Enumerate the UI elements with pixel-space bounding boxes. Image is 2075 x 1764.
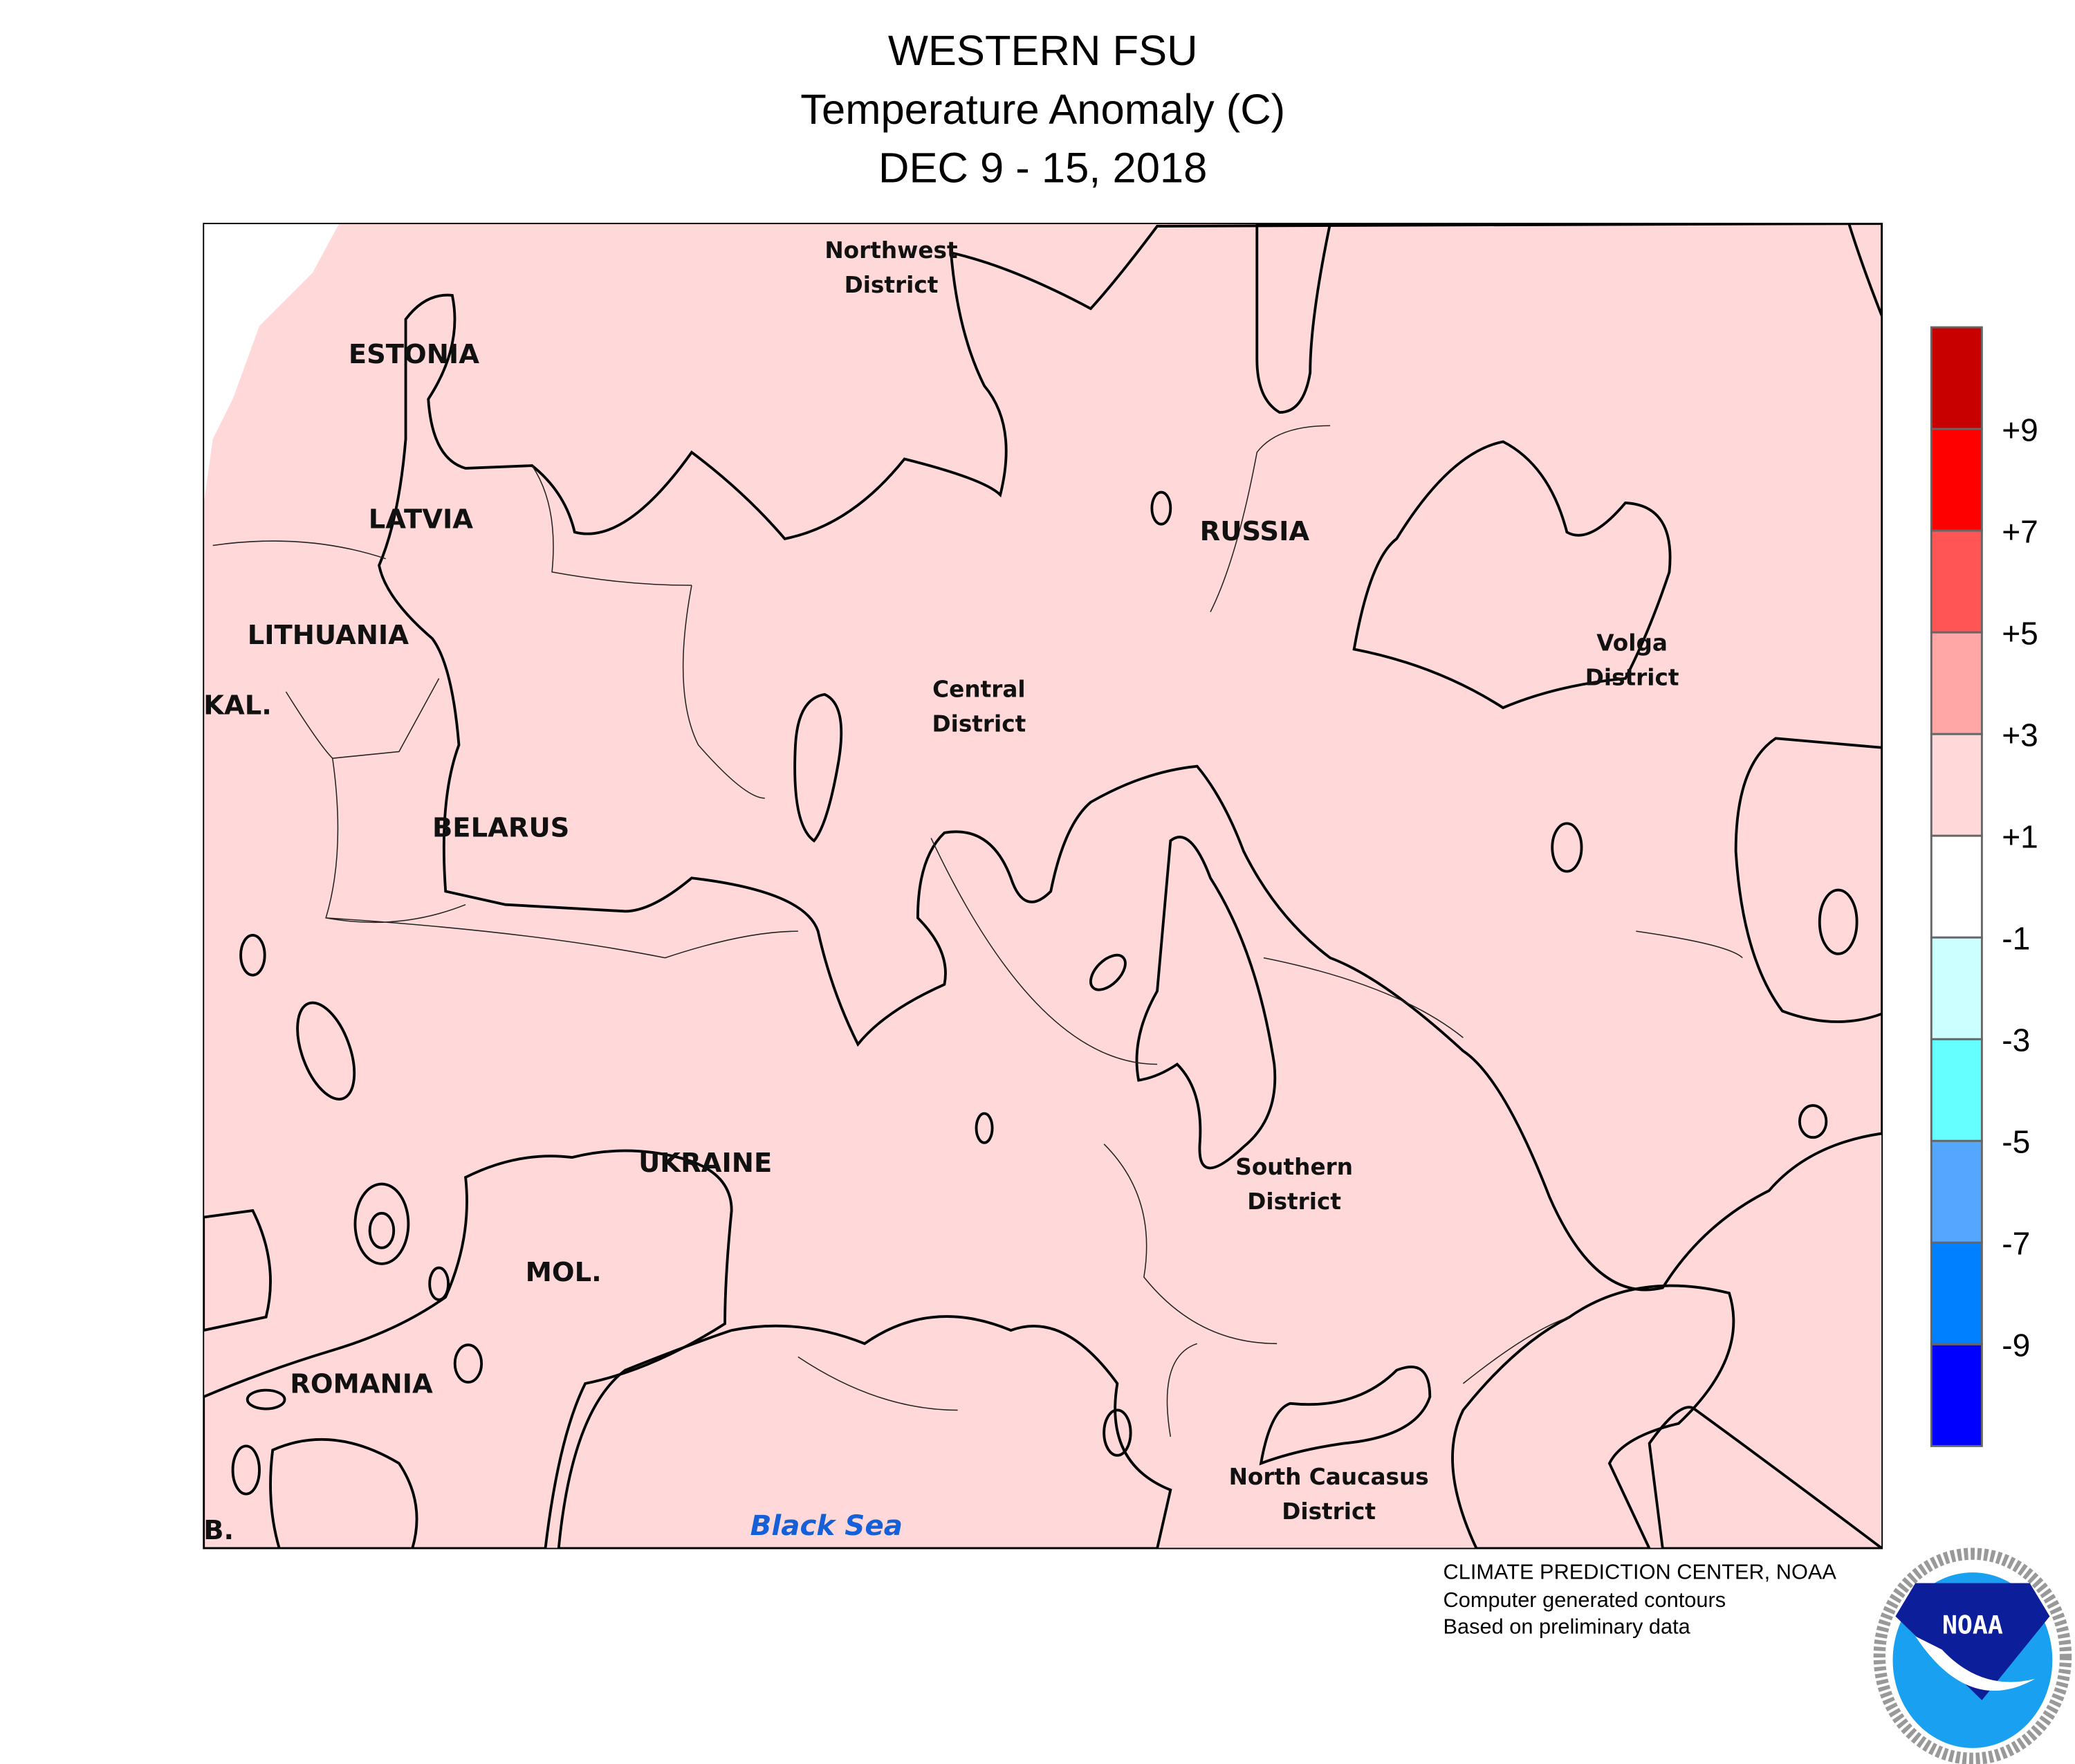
north-light-region [1255, 223, 1332, 414]
title-line-1: WESTERN FSU [888, 27, 1198, 75]
baltic-sea [203, 223, 340, 506]
contour-ring [231, 1444, 261, 1496]
title-line-2: Temperature Anomaly (C) [800, 86, 1285, 134]
legend-swatch [1930, 834, 1983, 939]
legend-tick-label: +3 [2002, 717, 2038, 753]
anomaly-region-3-5 [378, 223, 1883, 1292]
contour-ring [353, 1182, 410, 1265]
anomaly-spot-minus-1-3 [368, 1211, 396, 1249]
anomaly-spot-under-1 [975, 1112, 994, 1144]
legend-tick-label: -3 [2002, 1022, 2030, 1058]
label-latvia: LATVIA [369, 504, 474, 535]
anomaly-region-southern-strip [1135, 836, 1277, 1170]
legend-tick-label: +1 [2002, 819, 2038, 855]
label-volga-district-2: District [1585, 664, 1679, 690]
black-sea [557, 1315, 1172, 1549]
country-border [212, 425, 1743, 1437]
legend-swatch [1930, 1139, 1983, 1244]
label-northwest-district-1: Northwest [824, 237, 957, 264]
label-central-district-2: District [932, 711, 1026, 737]
anomaly-spot-under-1 [1818, 888, 1859, 955]
anomaly-spot-5-7 [1150, 490, 1172, 526]
anomaly-spot-5-7 [1551, 822, 1583, 873]
noaa-logo-text: NOAA [1942, 1610, 2003, 1640]
label-kaliningrad: KAL. [203, 690, 272, 722]
label-black-sea: Black Sea [750, 1509, 903, 1542]
east-light-region [1734, 737, 1883, 1023]
legend-swatch [1930, 428, 1983, 532]
anomaly-spot-5-7 [1798, 1104, 1828, 1139]
caspian-east-region-3-5 [1648, 1406, 1883, 1549]
noaa-logo: NOAA [1873, 1547, 2072, 1764]
anomaly-spot-minus-1-3 [246, 1388, 286, 1411]
map-frame [203, 223, 1883, 1550]
map-area: ESTONIA LATVIA LITHUANIA KAL. BELARUS RU… [203, 223, 1883, 1549]
credit-line-2: Computer generated contours [1444, 1588, 1726, 1612]
label-north-caucasus-district-2: District [1282, 1498, 1376, 1525]
legend-swatch [1930, 1038, 1983, 1142]
caspian-sea [1451, 1284, 1735, 1549]
legend-tick-label: -7 [2002, 1226, 2030, 1262]
label-north-caucasus-district-1: North Caucasus [1229, 1464, 1429, 1490]
anomaly-spot-1-3 [1103, 1408, 1132, 1457]
legend-swatch [1930, 733, 1983, 837]
volga-light-region [1352, 440, 1672, 710]
anomaly-spot-under-1 [1089, 953, 1127, 991]
central-light-region [793, 692, 843, 843]
label-belarus: BELARUS [432, 813, 569, 844]
legend-swatch [1930, 631, 1983, 735]
label-southern-district-1: Southern [1235, 1154, 1353, 1180]
legend-tick-label: -9 [2002, 1327, 2030, 1363]
label-northwest-district-2: District [845, 272, 939, 298]
legend-tick-label: +5 [2002, 615, 2038, 651]
label-russia: RUSSIA [1200, 516, 1310, 547]
north-caucasus-region-3-5 [1259, 1366, 1432, 1466]
legend-tick-label: +7 [2002, 513, 2038, 549]
romania-region-1-3 [269, 1437, 418, 1549]
credit-line-1: CLIMATE PREDICTION CENTER, NOAA [1444, 1560, 1837, 1584]
credit-line-3: Based on preliminary data [1444, 1615, 1691, 1639]
legend-swatch [1930, 326, 1983, 430]
legend-tick-label: -1 [2002, 921, 2030, 957]
legend-swatch [1930, 1343, 1983, 1447]
label-bulgaria: B. [203, 1515, 234, 1546]
title-line-3: DEC 9 - 15, 2018 [878, 144, 1207, 192]
label-southern-district-2: District [1247, 1188, 1341, 1215]
legend-tick-label: -5 [2002, 1124, 2030, 1160]
anomaly-spot-under-1 [239, 934, 266, 977]
legend-swatch [1930, 1241, 1983, 1345]
label-lithuania: LITHUANIA [248, 620, 409, 651]
contour-ring [453, 1343, 483, 1384]
color-legend: +9 +7 +5 +3 +1 -1 -3 -5 -7 -9 [1930, 326, 2038, 1447]
label-estonia: ESTONIA [349, 339, 479, 370]
legend-swatch [1930, 936, 1983, 1040]
anomaly-region-1-3 [203, 223, 1883, 1549]
anomaly-spot-minus-1-3 [428, 1266, 450, 1301]
legend-tick-label: +9 [2002, 412, 2038, 448]
label-moldova: MOL. [526, 1257, 602, 1288]
west-region-under-1 [203, 1209, 272, 1332]
legend-swatch [1930, 529, 1983, 634]
label-central-district-1: Central [932, 677, 1025, 703]
label-volga-district-1: Volga [1596, 630, 1668, 656]
southwest-region-under-1 [203, 1149, 733, 1549]
label-romania: ROMANIA [290, 1368, 433, 1399]
label-ukraine: UKRAINE [638, 1148, 772, 1179]
anomaly-spot-under-1 [296, 1001, 356, 1101]
